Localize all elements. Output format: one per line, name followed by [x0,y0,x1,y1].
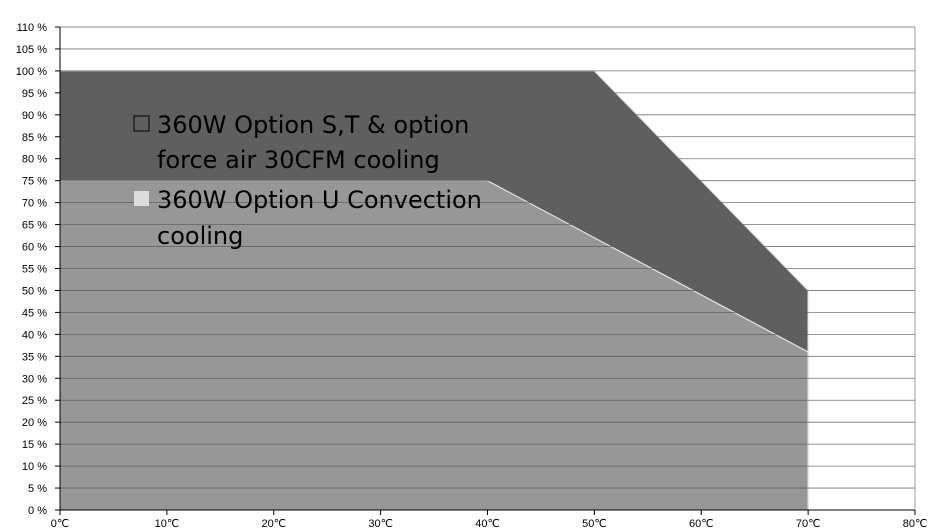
y-tick-label-70: 70 % [22,198,47,210]
x-tick-label-80: 80℃ [903,518,928,530]
y-tick-label-30: 30 % [22,373,47,385]
y-tick-label-50: 50 % [22,285,47,297]
y-tick-label-105: 105 % [16,44,47,56]
x-tick-label-30: 30℃ [368,518,393,530]
legend-label-series-2-line-1: 360W Option U Convection [157,186,482,214]
x-tick-label-10: 10℃ [155,518,180,530]
y-tick-label-55: 55 % [22,264,47,276]
legend-label-series-1-line-2: force air 30CFM cooling [157,146,440,174]
y-tick-label-85: 85 % [22,132,47,144]
y-tick-label-40: 40 % [22,329,47,341]
area-series-2 [60,180,809,510]
legend-swatch-series-2 [134,191,149,206]
x-tick-label-50: 50℃ [582,518,607,530]
x-tick-label-40: 40℃ [475,518,500,530]
y-tick-label-35: 35 % [22,351,47,363]
y-tick-label-75: 75 % [22,176,47,188]
y-tick-label-110: 110 % [17,22,48,34]
x-tick-labels: 0℃ 10℃ 20℃ 30℃ 40℃ 50℃ 60℃ 70℃ 80℃ [51,510,928,530]
x-tick-label-20: 20℃ [261,518,286,530]
legend-label-series-2-line-2: cooling [157,222,243,250]
legend: 360W Option S,T & option force air 30CFM… [133,111,482,250]
y-tick-label-45: 45 % [22,307,47,319]
y-tick-label-5: 5 % [28,483,47,495]
y-tick-label-95: 95 % [22,88,47,100]
y-tick-label-100: 100 % [16,66,47,78]
y-tick-label-60: 60 % [22,242,47,254]
y-tick-label-15: 15 % [22,439,47,451]
y-tick-label-10: 10 % [22,461,47,473]
y-tick-label-20: 20 % [22,417,47,429]
x-tick-label-60: 60℃ [689,518,714,530]
y-tick-label-0: 0 % [28,505,47,517]
y-tick-labels: 0 % 5 % 10 % 15 % 20 % 25 % 30 % 35 % 40 % 45 % 50… [16,22,60,517]
y-tick-label-65: 65 % [22,220,47,232]
x-tick-label-0: 0℃ [51,518,69,530]
y-tick-label-90: 90 % [22,110,47,122]
y-tick-label-25: 25 % [22,395,47,407]
legend-label-series-1-line-1: 360W Option S,T & option [157,111,469,139]
y-tick-label-80: 80 % [22,154,47,166]
x-tick-label-70: 70℃ [796,518,821,530]
legend-swatch-series-1 [133,115,150,132]
